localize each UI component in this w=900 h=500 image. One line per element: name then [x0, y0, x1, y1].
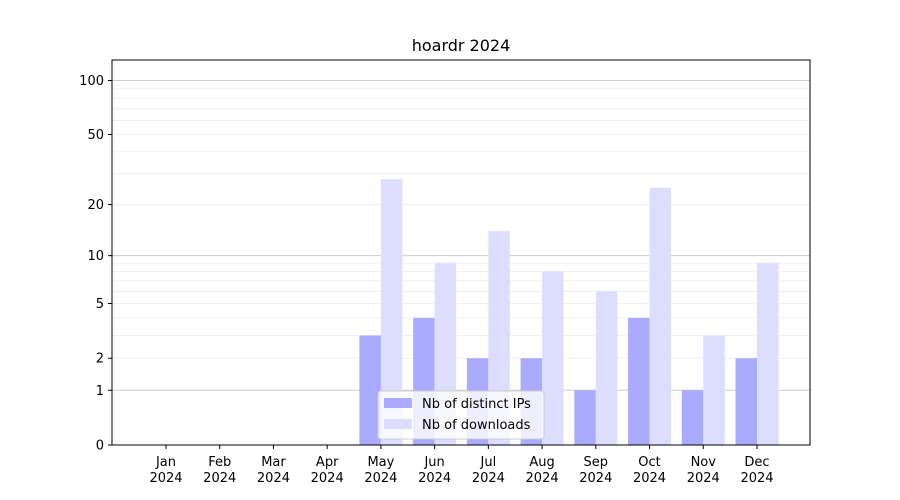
bar-ips — [359, 335, 381, 445]
x-tick-month: Apr — [316, 455, 339, 470]
x-tick-label: Jun 2024 — [418, 455, 451, 486]
x-tick-month: Dec — [744, 455, 769, 470]
legend: Nb of distinct IPs Nb of downloads — [377, 390, 545, 440]
x-tick-month: Feb — [208, 455, 231, 470]
x-tick-year: 2024 — [203, 471, 236, 486]
y-tick-label: 2 — [96, 352, 104, 367]
bar-ips — [681, 390, 704, 445]
x-tick-label: Jul 2024 — [472, 455, 505, 486]
x-tick-label: Mar 2024 — [257, 455, 290, 486]
legend-label-ips: Nb of distinct IPs — [422, 397, 531, 412]
y-tick-label: 50 — [87, 128, 104, 143]
x-tick-label: Jan 2024 — [149, 455, 182, 486]
x-tick-year: 2024 — [633, 471, 666, 486]
bar-downloads — [380, 179, 403, 445]
bar-ips — [735, 358, 757, 445]
bar-downloads — [595, 291, 618, 445]
x-tick-year: 2024 — [472, 471, 505, 486]
x-tick-label: Feb 2024 — [203, 455, 236, 486]
x-tick-month: Nov — [691, 455, 717, 470]
legend-box — [377, 390, 545, 440]
x-tick-year: 2024 — [257, 471, 290, 486]
x-tick-month: Mar — [261, 455, 286, 470]
x-tick-month: Jan — [155, 455, 176, 470]
x-tick-year: 2024 — [526, 471, 559, 486]
x-tick-year: 2024 — [149, 471, 182, 486]
x-tick-year: 2024 — [311, 471, 344, 486]
bar-downloads — [757, 263, 779, 445]
bar-downloads — [542, 271, 564, 445]
legend-swatch-downloads — [384, 419, 412, 429]
y-tick-label: 5 — [96, 297, 104, 312]
legend-swatch-ips — [384, 398, 412, 408]
x-tick-month: Oct — [638, 455, 660, 470]
x-tick-label: Nov 2024 — [687, 455, 720, 486]
x-tick-label: Apr 2024 — [311, 455, 344, 486]
x-tick-month: Aug — [529, 455, 554, 470]
x-tick-year: 2024 — [687, 471, 720, 486]
y-tick-label: 10 — [87, 249, 104, 264]
chart-title: hoardr 2024 — [412, 36, 511, 55]
bar-downloads — [649, 187, 672, 445]
y-tick-label: 0 — [96, 439, 104, 454]
bar-ips — [628, 317, 650, 445]
x-tick-month: Jun — [423, 455, 444, 470]
grid-lines — [112, 80, 810, 391]
x-tick-year: 2024 — [418, 471, 451, 486]
plot-frame — [111, 59, 811, 446]
x-tick-month: May — [367, 455, 394, 470]
x-tick-month: Sep — [584, 455, 609, 470]
legend-label-downloads: Nb of downloads — [422, 418, 531, 433]
x-tick-label: Aug 2024 — [526, 455, 559, 486]
y-tick-label: 100 — [79, 74, 104, 89]
x-tick-label: Dec 2024 — [740, 455, 773, 486]
x-tick-label: Oct 2024 — [633, 455, 666, 486]
bar-ips — [574, 390, 596, 445]
x-tick-label: Sep 2024 — [579, 455, 612, 486]
bar-downloads — [703, 335, 725, 445]
x-tick-year: 2024 — [364, 471, 397, 486]
x-tick-year: 2024 — [579, 471, 612, 486]
x-tick-label: May 2024 — [364, 455, 397, 486]
x-tick-month: Jul — [480, 455, 497, 470]
y-tick-label: 1 — [96, 384, 104, 399]
y-tick-label: 20 — [87, 198, 104, 213]
x-tick-year: 2024 — [740, 471, 773, 486]
